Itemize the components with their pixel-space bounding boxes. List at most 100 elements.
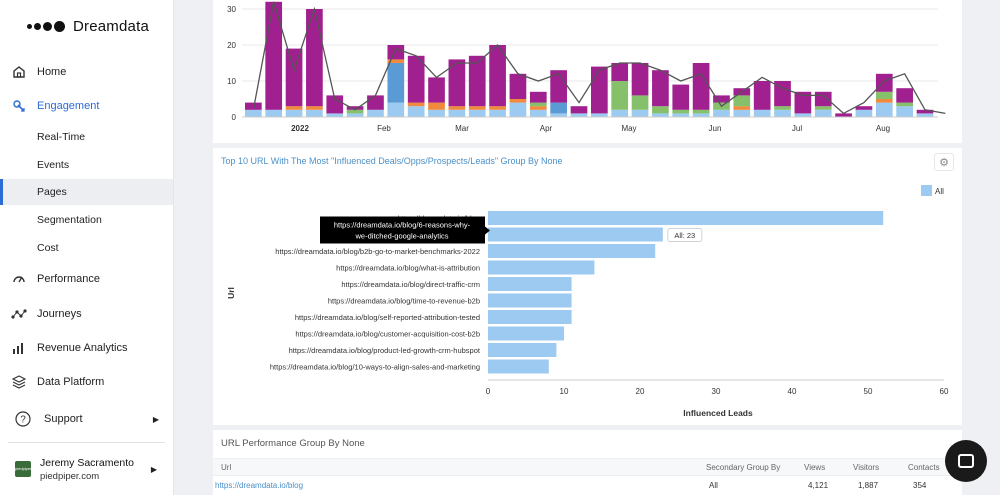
x-tick-label: 50 bbox=[864, 387, 873, 396]
bar-segment bbox=[814, 91, 832, 107]
bar-segment bbox=[509, 99, 527, 103]
top-url-chart: Allhttps://dreamdata.io/bloghttps://drea… bbox=[226, 185, 949, 418]
tooltip-label-box bbox=[320, 216, 485, 244]
column-header-views[interactable]: Views bbox=[804, 463, 826, 472]
sidebar-item-label: Engagement bbox=[37, 100, 100, 112]
bar-segment bbox=[875, 73, 893, 92]
revenue-icon bbox=[11, 340, 27, 356]
sidebar-item-performance[interactable]: Performance bbox=[0, 265, 173, 293]
x-tick-label: 2022 bbox=[291, 124, 309, 133]
bar-segment bbox=[570, 113, 588, 117]
sidebar-subitem-cost[interactable]: Cost bbox=[37, 242, 59, 254]
x-tick-label: Feb bbox=[377, 124, 391, 133]
bar-segment bbox=[896, 102, 913, 107]
url-category-label: https://dreamdata.io/blog/direct-traffic… bbox=[341, 280, 480, 289]
sidebar-item-data-platform[interactable]: Data Platform bbox=[0, 368, 173, 396]
svg-text:?: ? bbox=[20, 415, 26, 426]
bar-segment bbox=[550, 70, 567, 103]
bar-segment bbox=[387, 45, 405, 60]
bar-segment bbox=[367, 109, 384, 117]
url-bar bbox=[488, 326, 564, 341]
row-contacts: 354 bbox=[913, 481, 927, 490]
column-header-secondary-group[interactable]: Secondary Group By bbox=[706, 463, 781, 472]
bar-segment bbox=[631, 63, 649, 96]
sidebar-item-label: Performance bbox=[37, 273, 100, 285]
bar-segment bbox=[245, 102, 262, 110]
bar-segment bbox=[611, 109, 629, 117]
chart-title: Top 10 URL With The Most "Influenced Dea… bbox=[221, 156, 563, 166]
bar-segment bbox=[346, 109, 364, 114]
bar-segment bbox=[591, 66, 608, 114]
y-axis-title: Url bbox=[226, 287, 236, 299]
sidebar-item-support[interactable]: ? Support ▶ bbox=[0, 405, 173, 433]
column-header-visitors[interactable]: Visitors bbox=[853, 463, 880, 472]
layers-icon bbox=[11, 374, 27, 390]
bar-segment bbox=[733, 106, 751, 110]
sidebar-item-revenue-analytics[interactable]: Revenue Analytics bbox=[0, 334, 173, 362]
bar-segment bbox=[713, 109, 730, 117]
bar-segment bbox=[285, 109, 303, 117]
url-bar bbox=[488, 277, 572, 291]
dreamdata-logo[interactable]: Dreamdata bbox=[27, 18, 149, 35]
bar-segment bbox=[285, 48, 303, 107]
bar-segment bbox=[733, 95, 751, 107]
bar-segment bbox=[692, 109, 710, 114]
bar-segment bbox=[672, 109, 690, 114]
column-header-url[interactable]: Url bbox=[221, 463, 232, 472]
x-tick-label: 60 bbox=[940, 387, 949, 396]
url-category-label: https://dreamdata.io/blog/b2b-go-to-mark… bbox=[275, 247, 480, 256]
tooltip-arrow bbox=[485, 226, 490, 235]
table-title: URL Performance Group By None bbox=[221, 438, 365, 449]
bar-segment bbox=[753, 81, 771, 110]
bar-segment bbox=[814, 106, 832, 110]
x-tick-label: 10 bbox=[560, 387, 569, 396]
url-category-label: https://dreamdata.io/blog/time-to-revenu… bbox=[328, 297, 480, 306]
user-menu[interactable]: piedpiper Jeremy Sacramento piedpiper.co… bbox=[15, 452, 165, 486]
bar-segment bbox=[468, 109, 486, 117]
bar-segment bbox=[306, 106, 323, 110]
sidebar-subitem-real-time[interactable]: Real-Time bbox=[37, 131, 86, 143]
bar-segment bbox=[672, 84, 690, 110]
bar-segment bbox=[306, 9, 323, 107]
engagement-icon bbox=[11, 98, 27, 114]
x-tick-label: 20 bbox=[636, 387, 645, 396]
bar-segment bbox=[774, 106, 791, 110]
url-category-label: https://dreamdata.io/blog/product-led-gr… bbox=[289, 346, 481, 355]
sidebar-subitem-pages[interactable]: Pages bbox=[0, 179, 173, 205]
row-url-link[interactable]: https://dreamdata.io/blog bbox=[215, 481, 304, 490]
user-org: piedpiper.com bbox=[40, 470, 100, 482]
bar-segment bbox=[875, 102, 893, 117]
bar-segment bbox=[468, 106, 486, 110]
bar-segment bbox=[428, 77, 445, 103]
bar-segment bbox=[774, 81, 791, 107]
journeys-icon bbox=[11, 306, 27, 322]
app-name: Dreamdata bbox=[73, 18, 150, 35]
url-category-label: https://dreamdata.io/blog/self-reported-… bbox=[295, 313, 480, 322]
sidebar-subitem-events[interactable]: Events bbox=[37, 159, 70, 171]
url-category-label: https://dreamdata.io/blog/10-ways-to-ali… bbox=[270, 363, 480, 372]
bar-segment bbox=[611, 81, 629, 110]
bar-segment bbox=[916, 113, 934, 117]
bar-segment bbox=[794, 91, 812, 114]
bar-segment bbox=[326, 95, 344, 114]
tooltip-label-line: we-ditched-google-analytics bbox=[355, 232, 449, 241]
sidebar-item-engagement[interactable]: Engagement bbox=[0, 92, 173, 120]
bar-segment bbox=[692, 63, 710, 110]
engagement-timeline-chart: 0 10 20 30 2022 Feb Mar Apr May Jun Jul Aug bbox=[227, 1, 946, 133]
sidebar-subitem-segmentation[interactable]: Segmentation bbox=[37, 214, 102, 226]
bar-segment bbox=[448, 109, 466, 117]
chevron-right-icon: ▶ bbox=[152, 414, 159, 424]
top-url-card: Top 10 URL With The Most "Influenced Dea… bbox=[213, 148, 962, 425]
url-bar bbox=[488, 227, 663, 242]
chat-button[interactable] bbox=[945, 440, 987, 482]
sidebar-divider bbox=[8, 442, 165, 443]
settings-button[interactable]: ⚙ bbox=[934, 153, 954, 171]
bar-segment bbox=[265, 109, 283, 117]
sidebar-item-journeys[interactable]: Journeys bbox=[0, 300, 173, 328]
url-bar bbox=[488, 211, 884, 225]
column-header-contacts[interactable]: Contacts bbox=[908, 463, 940, 472]
table-header: Url Secondary Group By Views Visitors Co… bbox=[213, 458, 962, 476]
legend-swatch bbox=[921, 185, 932, 196]
sidebar-item-home[interactable]: Home bbox=[0, 58, 173, 86]
table-row[interactable]: https://dreamdata.io/blog All 4,121 1,88… bbox=[213, 477, 962, 495]
